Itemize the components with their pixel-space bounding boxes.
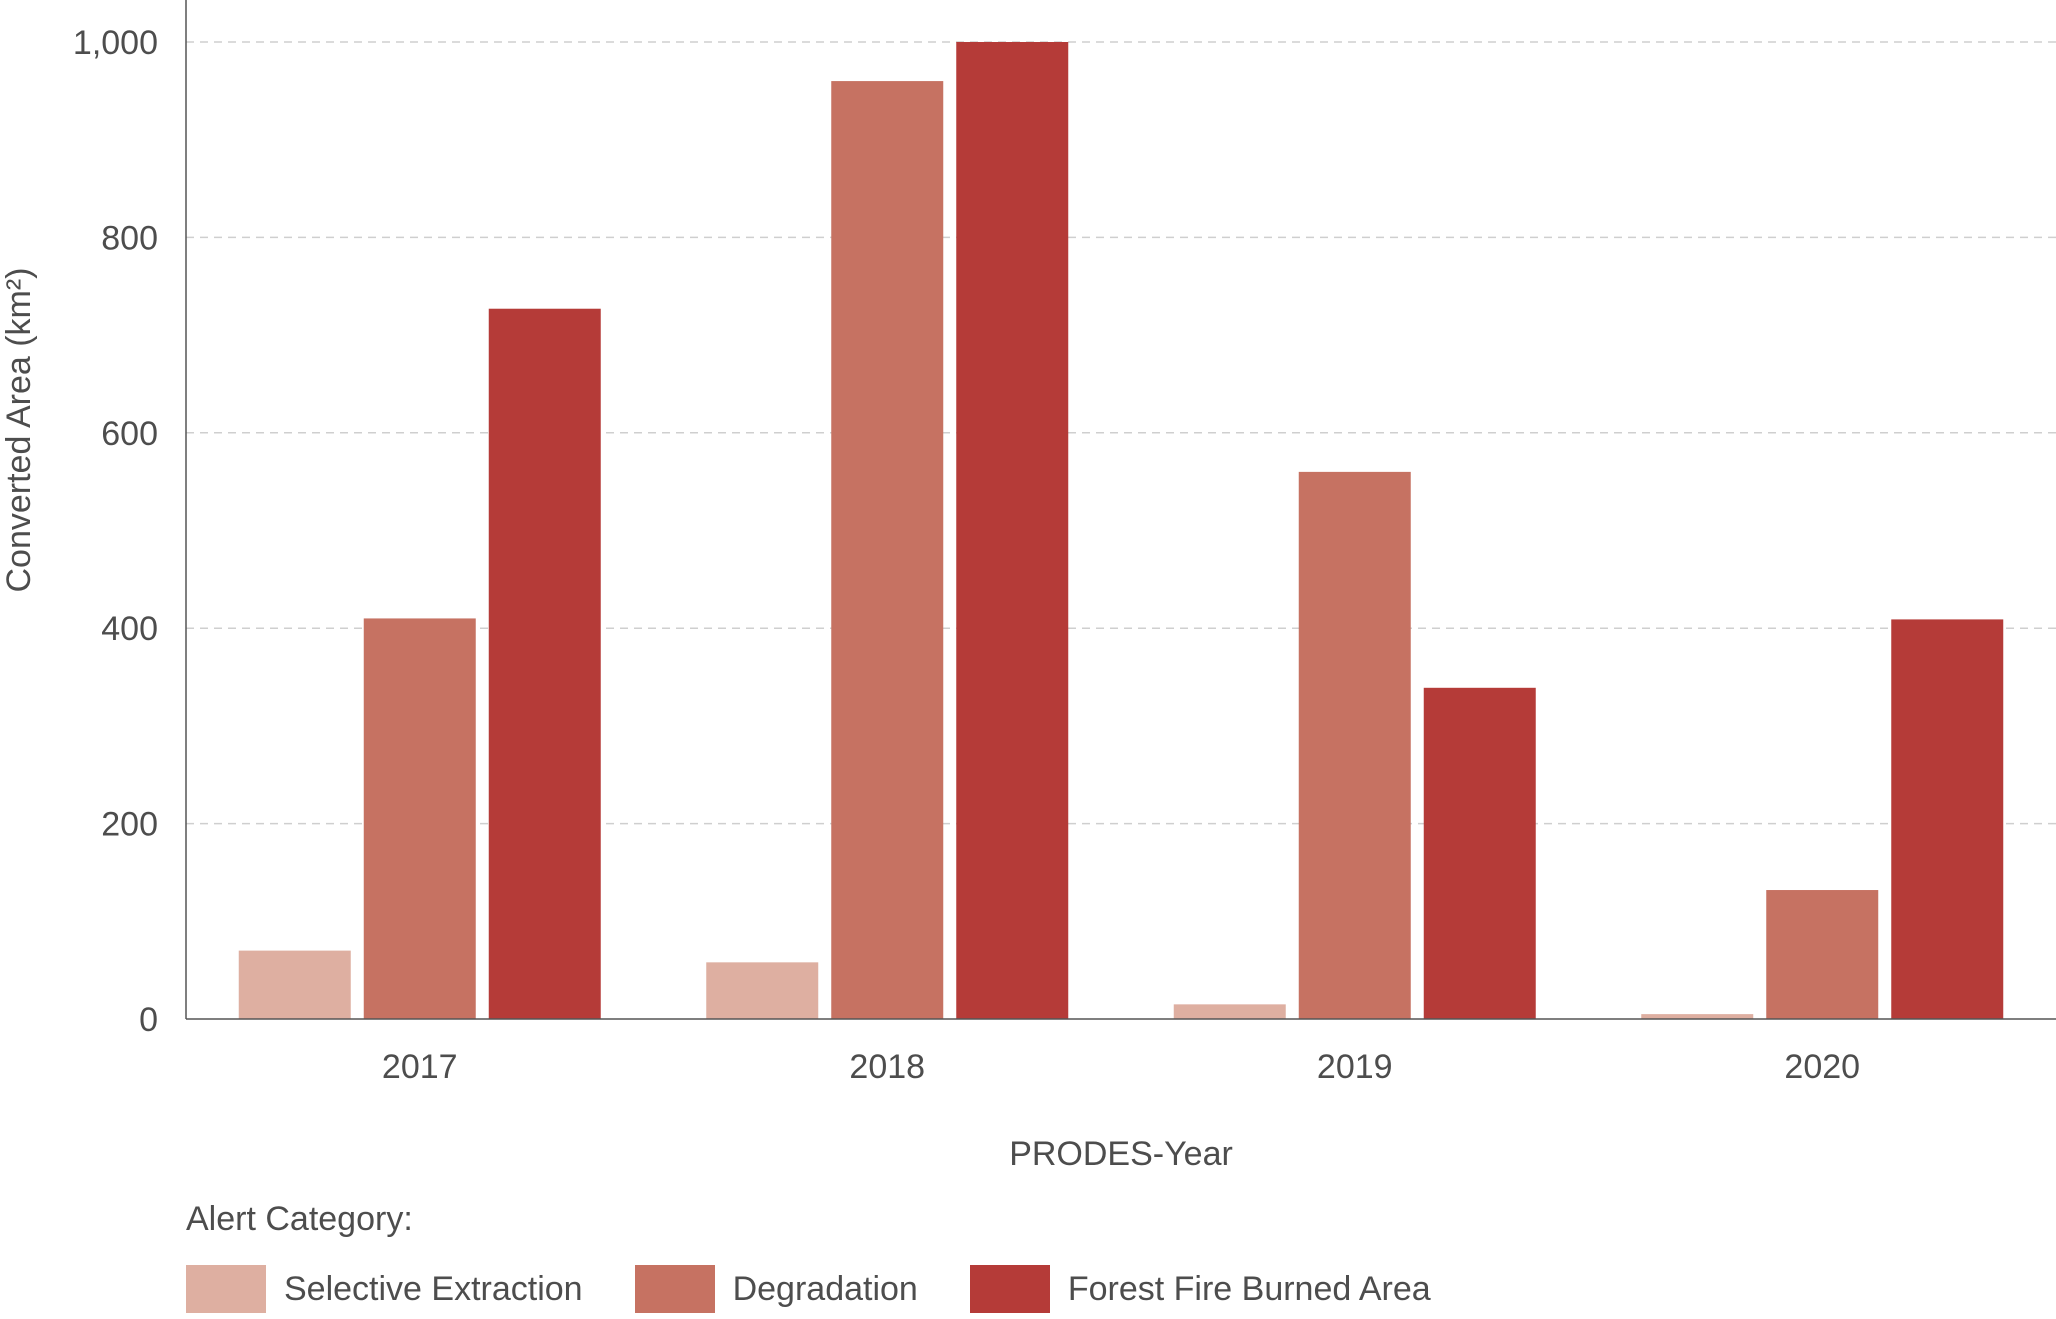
legend-label: Forest Fire Burned Area	[1067, 1269, 1431, 1308]
legend-label: Degradation	[732, 1269, 918, 1308]
x-tick-label: 2019	[1317, 1048, 1393, 1086]
y-axis-title: Converted Area (km²)	[0, 268, 38, 593]
legend-item: Selective Extraction	[186, 1265, 583, 1313]
bar-selective-extraction-2020	[1641, 1014, 1754, 1019]
bar-degradation-2020	[1766, 890, 1879, 1019]
bar-forest-fire-burned-area-2017	[488, 308, 601, 1019]
legend-swatch	[186, 1265, 266, 1313]
bar-degradation-2017	[363, 618, 476, 1019]
legend-title: Alert Category:	[186, 1200, 413, 1238]
legend-item: Degradation	[634, 1265, 918, 1313]
y-tick-label: 800	[101, 219, 158, 257]
y-tick-label: 200	[101, 806, 158, 844]
axes: 0 200 400 600 800 1,000 2017 2018 2019 2020	[73, 0, 2056, 1086]
legend-label: Selective Extraction	[284, 1269, 583, 1308]
x-axis-title: PRODES-Year	[1009, 1135, 1233, 1173]
x-tick-label: 2017	[382, 1048, 458, 1086]
legend: Alert Category: Selective Extraction Degr…	[186, 1200, 1483, 1313]
bar-degradation-2018	[831, 81, 944, 1019]
x-tick-label: 2020	[1784, 1048, 1860, 1086]
x-tick-label: 2018	[849, 1048, 925, 1086]
y-tick-label: 0	[139, 1001, 158, 1039]
bar-selective-extraction-2017	[238, 950, 351, 1019]
legend-swatch	[969, 1265, 1050, 1313]
bar-forest-fire-burned-area-2020	[1891, 619, 2004, 1019]
legend-item: Forest Fire Burned Area	[969, 1265, 1431, 1313]
bar-selective-extraction-2018	[706, 962, 819, 1019]
bars	[238, 42, 2004, 1019]
bar-degradation-2019	[1298, 471, 1411, 1019]
bar-forest-fire-burned-area-2018	[956, 42, 1069, 1019]
legend-swatch	[634, 1265, 715, 1313]
bar-forest-fire-burned-area-2019	[1423, 687, 1536, 1019]
y-tick-label: 600	[101, 415, 158, 453]
y-tick-label: 400	[101, 610, 158, 648]
legend-items: Selective Extraction Degradation Forest Fi…	[186, 1265, 1483, 1313]
y-tick-label: 1,000	[73, 24, 158, 62]
bar-selective-extraction-2019	[1173, 1004, 1286, 1019]
